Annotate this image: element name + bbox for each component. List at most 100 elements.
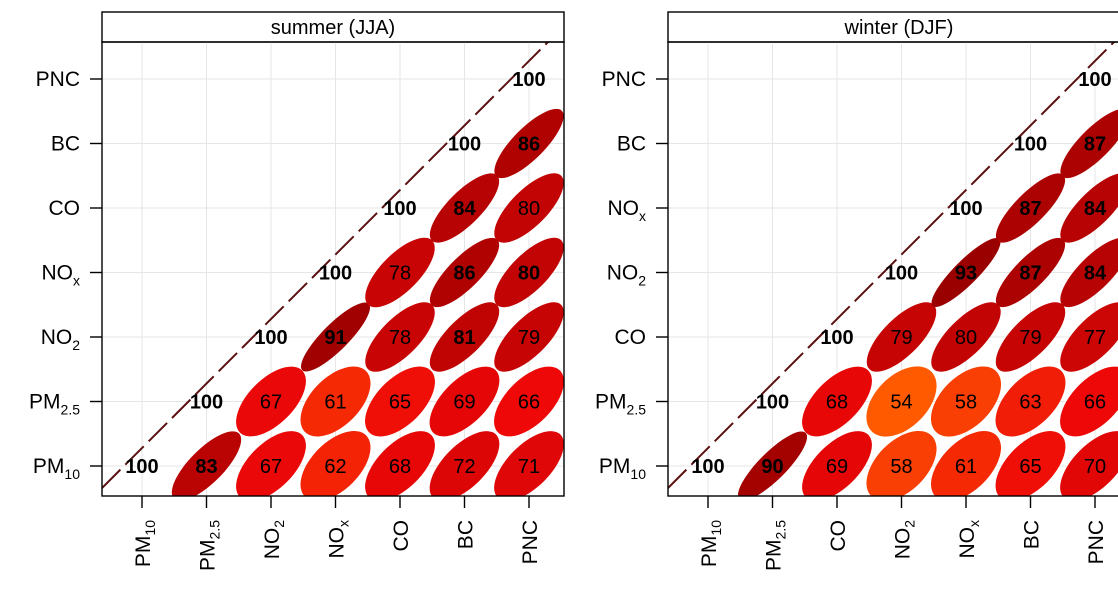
plot-frame: [667, 41, 1118, 497]
correlation-value: 83: [195, 456, 217, 478]
correlation-value: 87: [1019, 198, 1041, 220]
correlation-value: 100: [254, 327, 287, 349]
correlation-ellipse: [995, 173, 1066, 243]
correlation-ellipse: [995, 431, 1066, 496]
panel-title: winter (DJF): [844, 17, 954, 39]
correlation-value: 100: [1014, 134, 1047, 156]
correlation-value: 61: [955, 456, 977, 478]
y-tick-label: CO: [49, 197, 81, 220]
correlation-ellipse: [365, 302, 435, 372]
correlation-ellipse: [995, 366, 1066, 437]
correlation-ellipse: [494, 431, 564, 496]
correlation-value: 100: [691, 456, 724, 478]
correlation-ellipse: [931, 431, 1001, 496]
x-tick-label: BC: [455, 520, 478, 549]
correlation-value: 91: [324, 327, 346, 349]
correlation-value: 66: [518, 392, 540, 414]
correlation-value: 78: [389, 263, 411, 285]
correlation-value: 87: [1019, 263, 1041, 285]
cells: 100 83 67 62 68 72 71 100 67 61 65 69 66 100 91 78 81 79 1…: [102, 42, 564, 496]
panel-winter: winter (DJF) 100 90 69 58 61 65 70 100 68 54 58 63 66…: [595, 11, 1118, 571]
y-tick-label: NO2: [607, 262, 647, 289]
y-tick-label: PM10: [33, 455, 80, 482]
correlation-ellipse: [429, 366, 500, 437]
x-tick-label: PNC: [1085, 520, 1108, 564]
y-tick-label: PM2.5: [595, 391, 646, 418]
correlation-ellipse: [1060, 173, 1118, 243]
correlation-ellipse: [866, 302, 937, 372]
correlation-ellipse: [802, 366, 872, 437]
correlation-ellipse: [1060, 366, 1118, 437]
correlation-ellipse: [494, 302, 564, 372]
correlation-value: 54: [890, 392, 912, 414]
correlation-value: 71: [518, 456, 540, 478]
correlation-value: 63: [1019, 392, 1041, 414]
y-tick-label: NOx: [42, 262, 81, 289]
correlation-value: 69: [453, 392, 475, 414]
correlation-value: 61: [324, 392, 346, 414]
y-tick-label: BC: [617, 133, 646, 156]
correlation-ellipse: [1060, 302, 1118, 372]
correlation-value: 80: [955, 327, 977, 349]
correlation-value: 87: [1084, 134, 1106, 156]
correlation-value: 58: [955, 392, 977, 414]
correlation-value: 58: [890, 456, 912, 478]
correlation-value: 77: [1084, 327, 1106, 349]
correlation-value: 93: [955, 263, 977, 285]
x-tick-label: NO2: [892, 520, 918, 560]
correlation-ellipse: [931, 238, 1001, 307]
correlation-value: 84: [1084, 198, 1107, 220]
diagonal-line: [102, 42, 550, 489]
correlation-ellipse: [236, 366, 306, 437]
y-tick-label: NOx: [608, 197, 647, 224]
correlation-ellipse: [429, 237, 500, 308]
correlation-ellipse: [300, 431, 371, 496]
y-tick-label: BC: [51, 133, 80, 156]
correlation-value: 62: [324, 456, 346, 478]
diagonal-line: [668, 42, 1116, 489]
x-tick-label: NOx: [956, 520, 982, 559]
correlation-value: 65: [1019, 456, 1041, 478]
correlation-value: 79: [1019, 327, 1041, 349]
correlation-value: 100: [319, 263, 352, 285]
panel-strip: [667, 11, 1118, 43]
correlation-ellipse: [429, 431, 500, 496]
y-tick-label: CO: [615, 326, 647, 349]
correlation-ellipse: [494, 237, 564, 308]
correlation-value: 78: [389, 327, 411, 349]
correlation-value: 86: [453, 263, 475, 285]
x-tick-label: CO: [390, 520, 413, 552]
correlation-ellipse: [494, 366, 564, 437]
panel-summer: summer (JJA) 100 83 67 62 68 72 71 100 67 61 65 69 66…: [29, 11, 565, 571]
correlation-value: 84: [1084, 263, 1107, 285]
x-tick-label: PM2.5: [763, 520, 789, 571]
correlation-value: 79: [518, 327, 540, 349]
correlation-ellipse: [494, 108, 564, 179]
plot-frame: [101, 41, 565, 497]
correlation-value: 100: [885, 263, 918, 285]
correlation-ellipse: [1060, 431, 1118, 496]
correlation-ellipse: [300, 366, 371, 437]
correlation-value: 66: [1084, 392, 1106, 414]
x-tick-label: BC: [1021, 520, 1044, 549]
y-tick-label: PM2.5: [29, 391, 80, 418]
correlation-value: 69: [826, 456, 848, 478]
correlation-ellipse: [930, 366, 1002, 437]
correlation-value: 81: [453, 327, 475, 349]
correlation-ellipse: [429, 173, 500, 243]
correlation-ellipse: [931, 302, 1001, 372]
correlation-value: 100: [125, 456, 158, 478]
correlation-value: 65: [389, 392, 411, 414]
correlation-value: 100: [820, 327, 853, 349]
x-tick-label: CO: [827, 520, 850, 552]
x-tick-label: NO2: [261, 520, 287, 560]
correlation-ellipse: [365, 366, 435, 437]
correlation-value: 100: [448, 134, 481, 156]
correlation-value: 67: [260, 456, 282, 478]
correlation-value: 67: [260, 392, 282, 414]
correlation-value: 100: [190, 392, 223, 414]
correlation-value: 80: [518, 263, 540, 285]
correlation-value: 100: [512, 69, 545, 91]
correlation-value: 79: [890, 327, 912, 349]
